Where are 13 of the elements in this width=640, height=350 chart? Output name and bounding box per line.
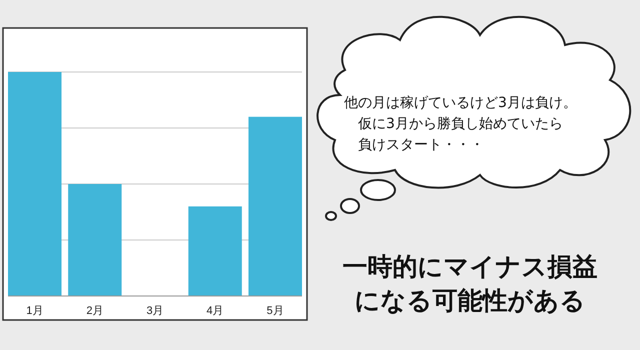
text: 負けスタート・・・ <box>358 137 484 153</box>
text: 仮に3月から勝負し始めていたら <box>357 116 563 132</box>
bar <box>248 116 302 296</box>
x-tick-label: 3月 <box>146 304 164 317</box>
text: 他の月は稼げているけど3月は負け。 <box>344 95 577 111</box>
text: 一時的にマイナス損益になる可能性がある <box>342 252 598 315</box>
bar <box>188 206 242 296</box>
bar <box>68 184 122 296</box>
x-tick-label: 4月 <box>206 304 224 317</box>
x-tick-label: 5月 <box>266 304 284 317</box>
x-tick-label: 2月 <box>86 304 104 317</box>
x-tick-label: 1月 <box>26 304 44 317</box>
bar <box>8 72 62 296</box>
